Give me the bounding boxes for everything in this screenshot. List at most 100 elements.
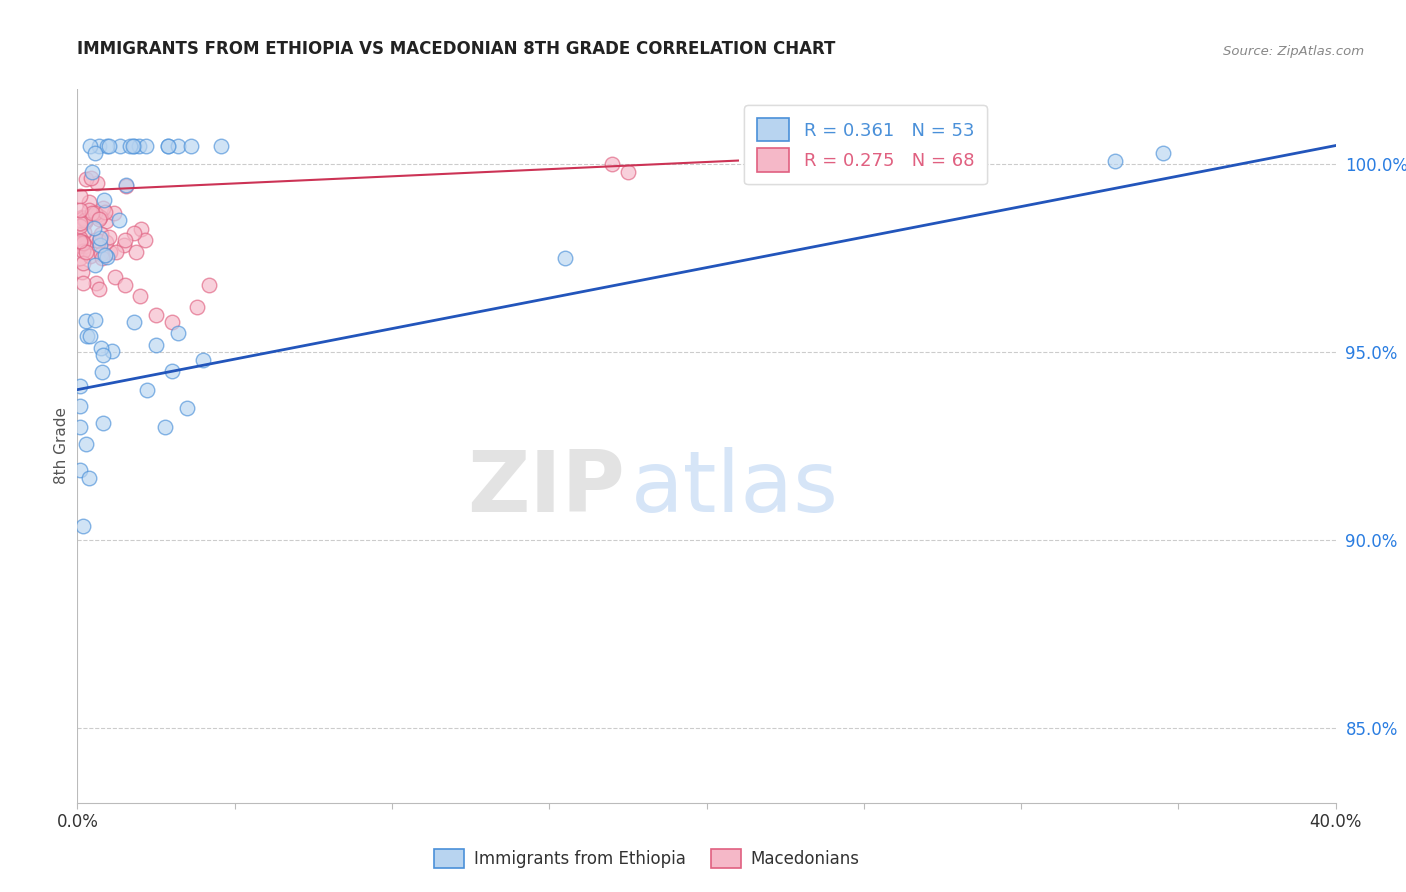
Point (98, 245, 121, 260)
Point (125, 245, 148, 260)
Point (69, 236, 91, 251)
Point (90, 227, 112, 241)
Point (155, 420, 177, 434)
Point (135, 383, 157, 397)
Point (89, 238, 111, 252)
Point (84, 276, 107, 290)
Point (86, 208, 108, 222)
Point (167, 138, 190, 153)
Point (191, 352, 215, 367)
Point (167, 326, 190, 341)
Point (157, 138, 180, 153)
Point (128, 138, 150, 153)
Point (115, 178, 138, 192)
Point (98, 138, 121, 153)
Point (176, 401, 198, 416)
Point (122, 315, 145, 329)
Point (91, 201, 114, 215)
Y-axis label: 8th Grade: 8th Grade (53, 408, 69, 484)
Point (91, 348, 114, 362)
Point (94, 235, 117, 249)
Point (69, 234, 91, 248)
Point (69, 235, 91, 249)
Text: IMMIGRANTS FROM ETHIOPIA VS MACEDONIAN 8TH GRADE CORRELATION CHART: IMMIGRANTS FROM ETHIOPIA VS MACEDONIAN 8… (77, 40, 835, 58)
Point (75, 437, 97, 451)
Point (108, 213, 131, 227)
Point (84, 313, 107, 327)
Point (104, 270, 127, 285)
Point (124, 138, 146, 153)
Point (83, 146, 105, 161)
Point (69, 379, 91, 393)
Point (156, 138, 179, 153)
Point (72, 235, 94, 249)
Point (72, 276, 94, 290)
Point (75, 245, 97, 260)
Point (72, 265, 94, 279)
Point (145, 337, 167, 351)
Point (110, 138, 132, 153)
Point (75, 172, 97, 186)
Point (115, 178, 138, 193)
Point (198, 277, 221, 292)
Text: ZIP: ZIP (467, 447, 624, 531)
Point (114, 277, 136, 292)
Point (72, 518, 94, 533)
Point (69, 251, 91, 265)
Point (122, 227, 145, 241)
Point (80, 165, 103, 179)
Point (83, 206, 105, 220)
Point (145, 308, 167, 322)
Point (135, 138, 157, 153)
Point (77, 471, 100, 485)
Point (84, 258, 107, 272)
Point (79, 138, 101, 153)
Point (94, 248, 117, 262)
Point (82, 206, 104, 220)
Point (79, 249, 101, 263)
Text: atlas: atlas (631, 447, 839, 531)
Point (84, 233, 107, 247)
Point (129, 222, 152, 236)
Point (91, 251, 114, 265)
Point (69, 213, 91, 227)
Point (69, 216, 91, 230)
Point (114, 238, 136, 252)
Point (69, 237, 91, 252)
Point (97, 230, 120, 244)
Point (70, 210, 93, 224)
Point (75, 213, 97, 227)
Point (69, 399, 91, 413)
Point (186, 300, 208, 314)
Point (89, 231, 111, 245)
Point (600, 157, 623, 171)
Point (554, 251, 576, 265)
Point (72, 211, 94, 225)
Point (114, 233, 136, 247)
Point (121, 138, 143, 153)
Point (103, 206, 125, 220)
Point (101, 343, 124, 358)
Point (69, 189, 91, 203)
Point (180, 138, 202, 153)
Point (87, 138, 110, 153)
Point (94, 204, 117, 219)
Point (72, 244, 94, 258)
Legend: R = 0.361   N = 53, R = 0.275   N = 68: R = 0.361 N = 53, R = 0.275 N = 68 (744, 105, 987, 185)
Point (160, 364, 183, 378)
Point (75, 314, 97, 328)
Point (73, 225, 96, 239)
Point (75, 239, 97, 253)
Point (96, 250, 118, 264)
Point (90, 247, 112, 261)
Point (160, 315, 183, 329)
Point (94, 214, 117, 228)
Point (90, 365, 112, 379)
Point (72, 256, 94, 270)
Point (209, 138, 232, 153)
Legend: Immigrants from Ethiopia, Macedonians: Immigrants from Ethiopia, Macedonians (427, 842, 866, 875)
Text: Source: ZipAtlas.com: Source: ZipAtlas.com (1223, 45, 1364, 58)
Point (80, 170, 103, 185)
Point (77, 203, 100, 218)
Point (1152, 146, 1174, 161)
